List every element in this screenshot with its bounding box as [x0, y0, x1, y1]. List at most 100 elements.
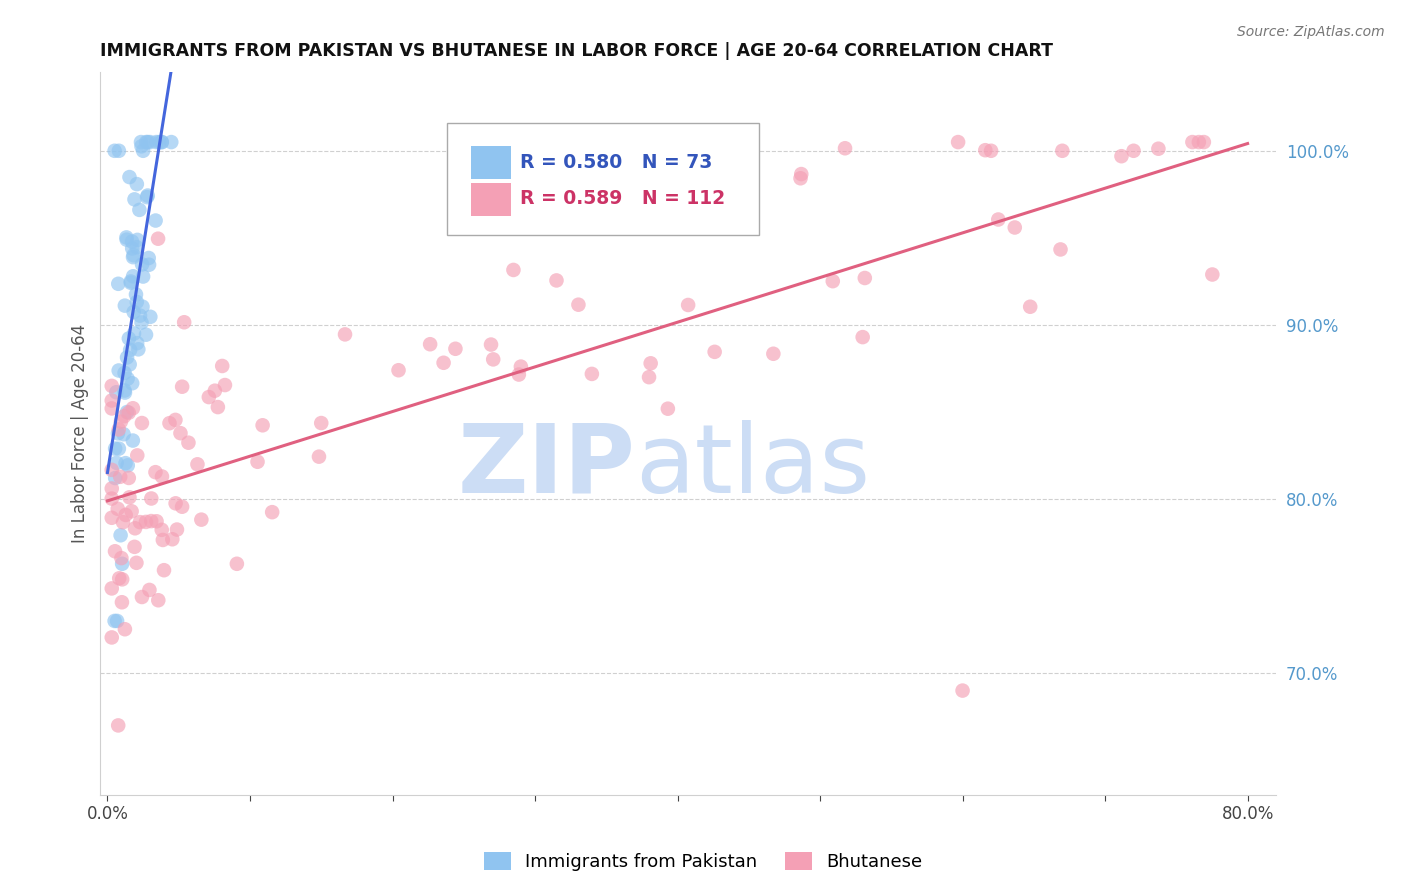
- Point: [987, 212, 1010, 227]
- Point: [131, 300, 153, 314]
- Point: [127, 449, 149, 463]
- Point: [132, 269, 155, 284]
- Text: R = 0.580   N = 73: R = 0.580 N = 73: [520, 153, 713, 171]
- Point: [118, 358, 141, 372]
- Point: [104, 144, 127, 158]
- Point: [118, 406, 141, 420]
- Point: [100, 491, 122, 506]
- Point: [118, 170, 141, 185]
- Point: [135, 327, 157, 342]
- Point: [160, 135, 183, 149]
- Point: [177, 435, 200, 450]
- Point: [100, 482, 122, 496]
- Point: [1004, 220, 1026, 235]
- Point: [165, 496, 187, 510]
- Point: [581, 367, 603, 381]
- Point: [111, 595, 134, 609]
- Point: [974, 143, 997, 157]
- Point: [115, 233, 138, 247]
- Point: [100, 510, 122, 524]
- Point: [120, 343, 142, 357]
- Point: [121, 504, 143, 518]
- Text: ZIP: ZIP: [457, 420, 636, 513]
- Point: [172, 380, 194, 394]
- Y-axis label: In Labor Force | Age 20-64: In Labor Force | Age 20-64: [72, 324, 89, 543]
- Point: [132, 144, 155, 158]
- FancyBboxPatch shape: [447, 123, 759, 235]
- Point: [387, 363, 409, 377]
- Point: [128, 202, 150, 217]
- Point: [640, 356, 662, 370]
- Point: [122, 269, 145, 284]
- Point: [676, 298, 699, 312]
- Point: [1147, 142, 1170, 156]
- Point: [141, 514, 163, 528]
- Point: [110, 415, 132, 429]
- Point: [122, 305, 145, 319]
- Point: [821, 274, 844, 288]
- Point: [105, 614, 128, 628]
- Point: [110, 528, 132, 542]
- Point: [124, 540, 146, 554]
- Point: [115, 230, 138, 244]
- Point: [190, 513, 212, 527]
- Point: [204, 384, 226, 398]
- FancyBboxPatch shape: [471, 146, 510, 179]
- Point: [108, 442, 131, 456]
- Point: [148, 593, 170, 607]
- Point: [112, 409, 135, 424]
- Point: [135, 135, 157, 149]
- Point: [127, 233, 149, 247]
- Point: [122, 250, 145, 264]
- Point: [482, 352, 505, 367]
- Point: [703, 344, 725, 359]
- Point: [104, 614, 127, 628]
- Point: [114, 366, 136, 380]
- FancyBboxPatch shape: [471, 183, 510, 216]
- Point: [111, 557, 134, 571]
- Point: [105, 456, 128, 470]
- Point: [1188, 135, 1211, 149]
- Point: [740, 219, 762, 233]
- Point: [129, 309, 152, 323]
- Point: [309, 416, 332, 430]
- Point: [789, 171, 811, 186]
- Point: [262, 505, 284, 519]
- Point: [122, 401, 145, 416]
- Point: [946, 135, 969, 149]
- Point: [146, 232, 169, 246]
- Point: [108, 571, 131, 585]
- Point: [107, 422, 129, 436]
- Point: [118, 471, 141, 485]
- Point: [125, 556, 148, 570]
- Point: [127, 336, 149, 351]
- Point: [135, 515, 157, 529]
- Point: [546, 273, 568, 287]
- Point: [131, 590, 153, 604]
- Point: [100, 379, 122, 393]
- Point: [136, 188, 159, 202]
- Point: [121, 235, 143, 249]
- Point: [169, 426, 191, 441]
- Point: [138, 582, 160, 597]
- Point: [105, 385, 128, 400]
- Point: [125, 240, 148, 254]
- Point: [139, 135, 162, 149]
- Point: [150, 523, 173, 537]
- Point: [172, 500, 194, 514]
- Point: [308, 450, 330, 464]
- Legend: Immigrants from Pakistan, Bhutanese: Immigrants from Pakistan, Bhutanese: [477, 845, 929, 879]
- Point: [139, 310, 162, 324]
- Point: [127, 343, 149, 357]
- Point: [100, 401, 122, 416]
- Point: [165, 413, 187, 427]
- Point: [952, 683, 974, 698]
- Point: [145, 514, 167, 528]
- Point: [509, 359, 531, 374]
- Point: [122, 326, 145, 341]
- Text: R = 0.589   N = 112: R = 0.589 N = 112: [520, 189, 725, 209]
- Point: [152, 533, 174, 547]
- Point: [118, 491, 141, 505]
- Point: [108, 470, 131, 484]
- Point: [114, 508, 136, 522]
